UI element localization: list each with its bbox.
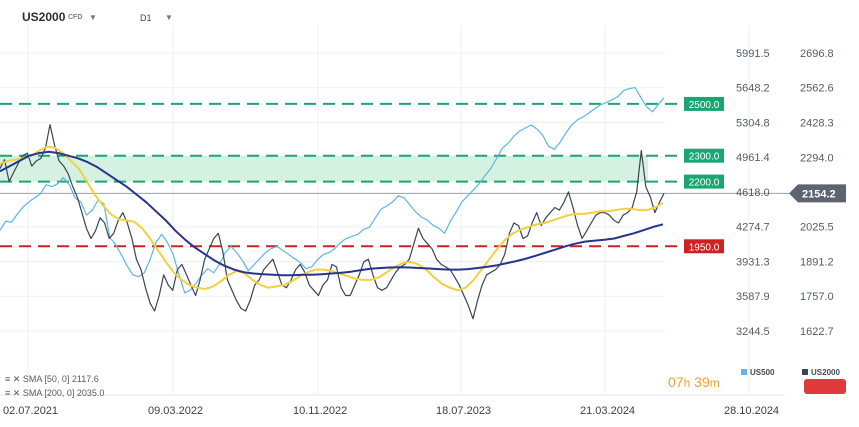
x-tick-label: 18.07.2023: [436, 405, 491, 417]
series-us500: [0, 87, 665, 294]
x-tick-label: 10.11.2022: [293, 405, 347, 417]
candle-countdown: 07h 39m: [668, 374, 720, 390]
level-badge-label: 1950.0: [689, 242, 720, 253]
red-action-button[interactable]: [804, 379, 846, 394]
symbol-dropdown-icon[interactable]: ▼: [89, 13, 97, 22]
left-tick-label: 3587.9: [736, 291, 770, 303]
x-tick-label: 21.03.2024: [580, 405, 635, 417]
current-price-badge: [789, 184, 846, 203]
grid: [0, 25, 789, 396]
level-badge: [684, 174, 724, 189]
left-axis: 5991.5 5648.2 5304.8 4961.4 4618.0 4274.7 3931…: [736, 48, 770, 338]
indicator-remove-icon[interactable]: ✕: [12, 374, 21, 384]
right-tick-label: 2428.3: [800, 117, 834, 129]
price-series: [0, 87, 665, 320]
indicator-value: 2117.6: [71, 374, 99, 384]
right-axis: 2696.8 2562.6 2428.3 2294.0 2025.5 1891.2 1757…: [800, 48, 834, 338]
indicator-remove-icon[interactable]: ✕: [12, 388, 21, 398]
legend-us2000[interactable]: US2000: [802, 368, 840, 377]
level-badge: [684, 148, 724, 163]
right-tick-label: 2696.8: [800, 48, 834, 60]
left-tick-label: 5648.2: [736, 83, 770, 95]
timeframe-selector[interactable]: D1: [140, 13, 152, 23]
right-tick-label: 2025.5: [800, 222, 834, 234]
indicator-value: 2035.0: [76, 388, 105, 398]
series-sma-50-0-: [0, 145, 664, 292]
level-badge-label: 2500.0: [689, 100, 720, 111]
legend-swatch: [741, 369, 747, 375]
indicator-sma200[interactable]: ≡ ✕ SMA [200, 0] 2035.0: [5, 388, 104, 399]
level-badges: 2500.0 2300.0 2200.0 1950.0: [684, 96, 724, 254]
indicator-menu-icon[interactable]: ≡: [5, 388, 11, 398]
indicator-sma50[interactable]: ≡ ✕ SMA [50, 0] 2117.6: [5, 374, 99, 385]
level-badge-label: 2200.0: [689, 178, 720, 189]
left-tick-label: 4961.4: [736, 152, 770, 164]
right-tick-label: 1757.0: [800, 291, 834, 303]
current-price: 2154.2: [789, 184, 846, 203]
left-tick-label: 3931.3: [736, 256, 770, 268]
x-axis: 02.07.2021 09.03.2022 10.11.2022 18.07.2023…: [3, 405, 779, 417]
series-sma-200-0-: [0, 150, 664, 277]
right-tick-label: 2294.0: [800, 152, 834, 164]
instrument-type-tag: CFD: [68, 14, 83, 21]
x-tick-label: 28.10.2024: [724, 405, 779, 417]
instrument-symbol[interactable]: US2000: [22, 10, 66, 24]
left-tick-label: 5304.8: [736, 117, 770, 129]
right-tick-label: 1891.2: [800, 257, 834, 269]
timeframe-dropdown-icon[interactable]: ▼: [165, 13, 173, 22]
x-tick-label: 09.03.2022: [148, 405, 203, 417]
current-price-label: 2154.2: [802, 188, 836, 200]
left-tick-label: 4274.7: [736, 222, 770, 234]
x-tick-label: 02.07.2021: [3, 405, 58, 417]
left-tick-label: 4618.0: [736, 187, 770, 199]
legend-swatch: [802, 369, 808, 375]
level-badge-label: 2300.0: [689, 152, 720, 163]
indicator-label: SMA [50, 0]: [22, 374, 70, 384]
series-us2000: [0, 124, 665, 320]
zone-2200-2300: [0, 155, 648, 182]
level-badge: [684, 96, 724, 111]
level-badge: [684, 239, 724, 254]
right-tick-label: 2562.6: [800, 83, 834, 95]
indicator-label: SMA [200, 0]: [22, 388, 75, 398]
legend-us500[interactable]: US500: [741, 368, 774, 377]
indicator-menu-icon[interactable]: ≡: [5, 374, 11, 384]
left-tick-label: 3244.5: [736, 326, 770, 338]
right-tick-label: 1622.7: [800, 326, 834, 338]
left-tick-label: 5991.5: [736, 48, 770, 60]
